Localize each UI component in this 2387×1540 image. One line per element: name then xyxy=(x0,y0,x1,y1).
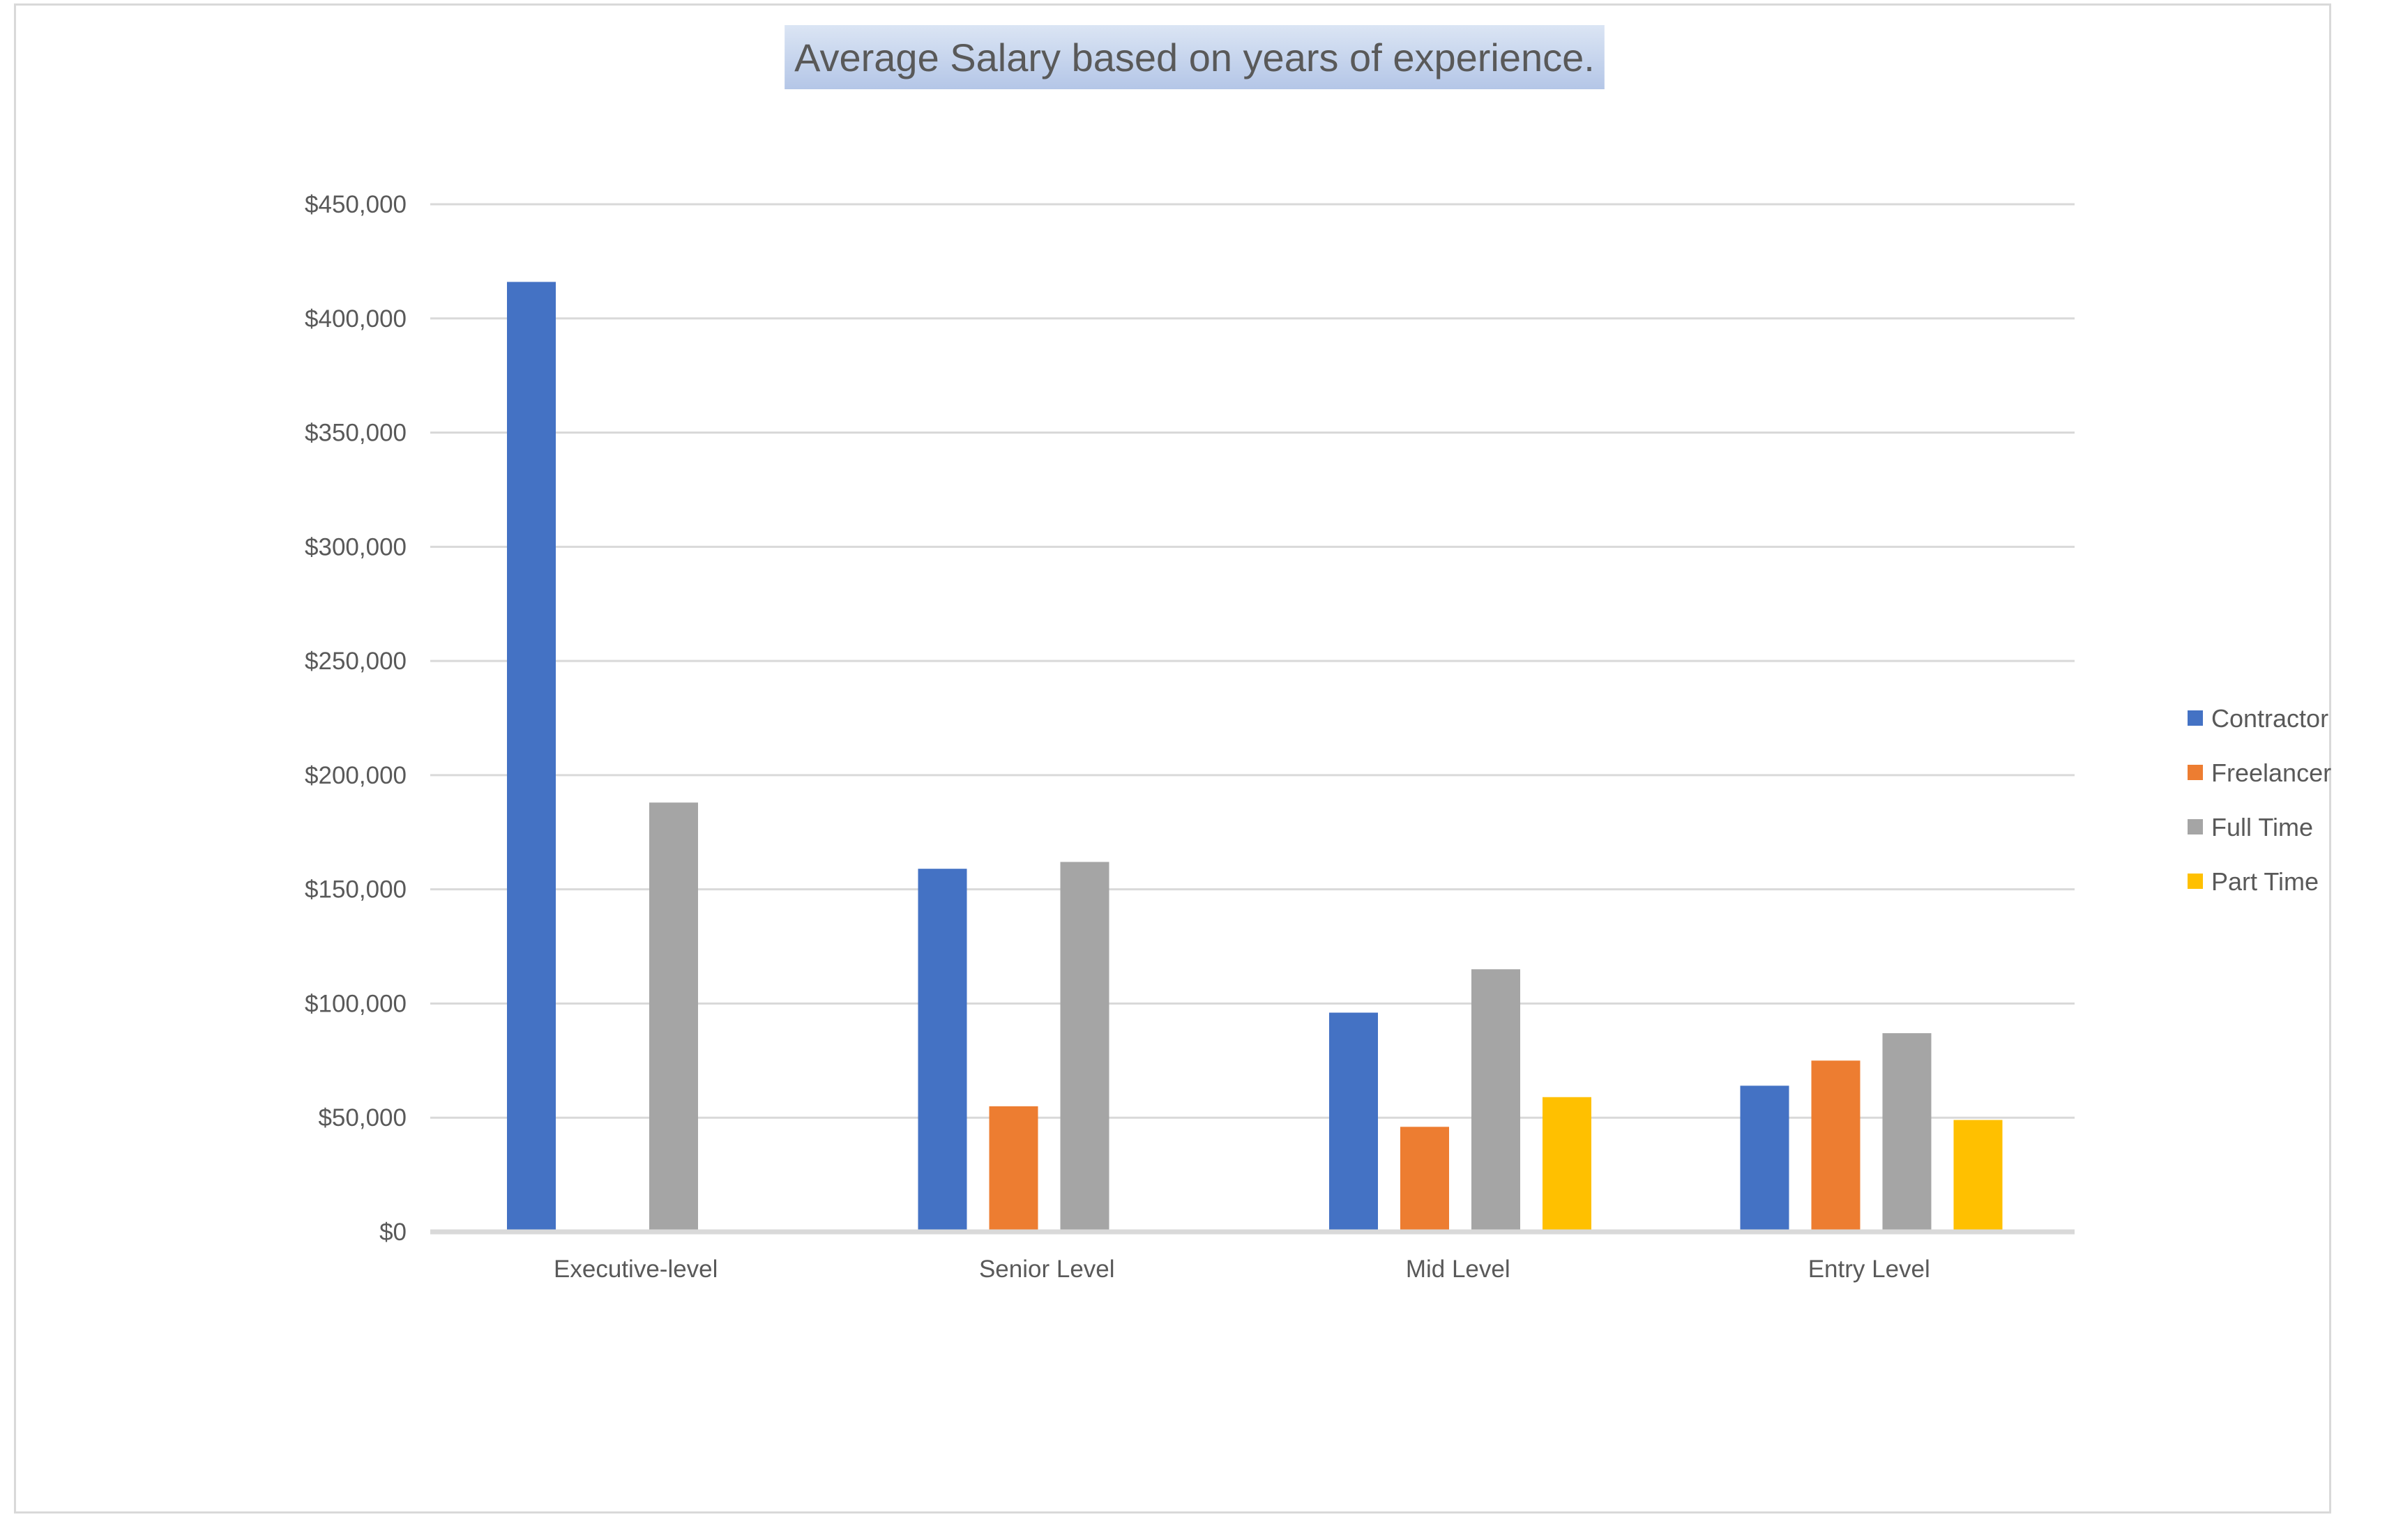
y-tick-label: $100,000 xyxy=(305,990,407,1017)
chart-title: Average Salary based on years of experie… xyxy=(794,36,1595,79)
bar-full-time-senior-level xyxy=(1060,862,1109,1232)
y-tick-label: $450,000 xyxy=(305,191,407,218)
y-tick-label: $150,000 xyxy=(305,876,407,904)
legend-label: Contractor xyxy=(2211,704,2328,733)
legend-label: Full Time xyxy=(2211,813,2313,841)
bar-freelancer-mid-level xyxy=(1400,1127,1449,1232)
bar-part-time-entry-level xyxy=(1953,1120,2003,1232)
bar-contractor-executive-level xyxy=(507,282,556,1232)
y-tick-label: $50,000 xyxy=(318,1104,407,1131)
bar-full-time-executive-level xyxy=(649,802,698,1232)
legend-swatch xyxy=(2188,819,2203,834)
y-tick-label: $250,000 xyxy=(305,648,407,675)
y-tick-label: $200,000 xyxy=(305,762,407,789)
x-tick-label: Entry Level xyxy=(1808,1256,1930,1283)
x-tick-label: Mid Level xyxy=(1406,1256,1510,1283)
y-tick-label: $300,000 xyxy=(305,533,407,561)
title-highlight xyxy=(785,25,1605,89)
legend-swatch xyxy=(2188,765,2203,780)
legend-swatch xyxy=(2188,710,2203,726)
chart-frame xyxy=(14,3,2331,1514)
bar-full-time-entry-level xyxy=(1882,1033,1932,1232)
y-tick-label: $0 xyxy=(379,1219,407,1246)
bar-contractor-entry-level xyxy=(1740,1085,1789,1232)
legend-swatch xyxy=(2188,874,2203,889)
bar-freelancer-senior-level xyxy=(989,1106,1038,1232)
x-tick-label: Executive-level xyxy=(554,1256,718,1283)
bar-freelancer-entry-level xyxy=(1811,1060,1861,1232)
x-tick-label: Senior Level xyxy=(979,1256,1115,1283)
y-tick-label: $350,000 xyxy=(305,420,407,447)
bar-full-time-mid-level xyxy=(1471,969,1520,1232)
bar-contractor-mid-level xyxy=(1329,1012,1378,1232)
bar-part-time-mid-level xyxy=(1543,1097,1591,1232)
bar-contractor-senior-level xyxy=(918,869,967,1232)
y-tick-label: $400,000 xyxy=(305,305,407,333)
legend-label: Part Time xyxy=(2211,867,2319,896)
legend-label: Freelancer xyxy=(2211,758,2331,787)
